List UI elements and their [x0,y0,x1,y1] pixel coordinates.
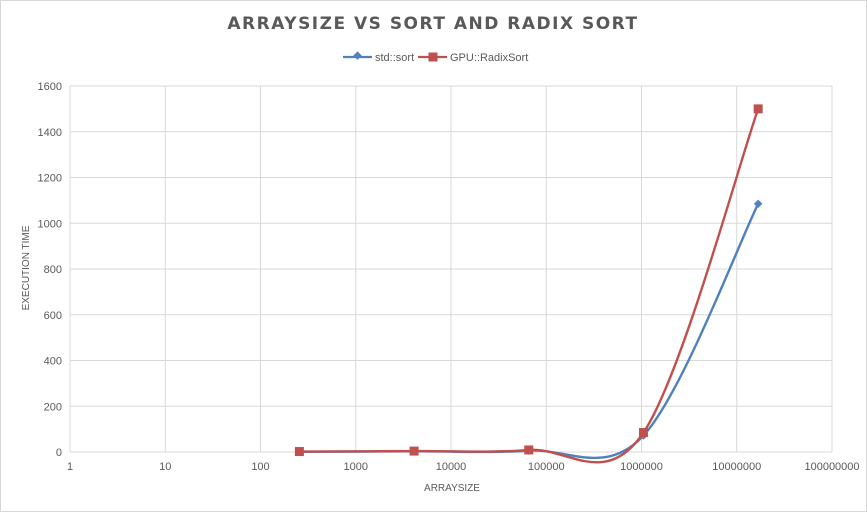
x-tick-label: 10000 [436,461,467,473]
data-point-std-sort [753,199,763,209]
legend-marker-std-sort [353,51,362,60]
y-tick-label: 600 [44,310,62,322]
legend-item-std-sort: std::sort [343,51,414,64]
y-tick-label: 800 [44,264,62,276]
x-gridlines [69,86,833,452]
x-tick-label: 1 [67,461,73,473]
y-tick-label: 1400 [38,127,62,139]
y-axis-label: EXECUTION TIME [21,225,32,310]
x-tick-label: 100000000 [804,461,859,473]
data-point-gpu-radixsort [409,446,419,456]
y-tick-label: 200 [44,401,62,413]
y-tick-labels: 0 200 400 600 800 1000 1200 1400 1600 [38,81,62,459]
y-tick-label: 1600 [38,81,62,93]
legend-label-std-sort: std::sort [375,52,414,64]
series-line-gpu-radixsort [299,108,760,464]
y-tick-label: 1000 [38,218,62,230]
x-tick-label: 10 [159,461,171,473]
series-line-std-sort [299,203,760,460]
x-tick-label: 100 [251,461,269,473]
x-tick-label: 1000000 [620,461,663,473]
legend: std::sort GPU::RadixSort [343,51,528,64]
series-group [294,104,763,464]
x-tick-labels: 1 10 100 1000 10000 100000 1000000 10000000 1000… [67,461,860,473]
y-tick-label: 0 [56,447,62,459]
chart-title: ARRAYSIZE VS SORT AND RADIX SORT [227,14,638,34]
data-point-gpu-radixsort [524,445,534,455]
x-tick-label: 1000 [344,461,368,473]
x-tick-label: 10000000 [712,461,761,473]
legend-label-gpu-radixsort: GPU::RadixSort [450,52,528,64]
data-point-gpu-radixsort [753,104,763,114]
legend-marker-gpu-radixsort [428,52,438,62]
x-tick-label: 100000 [528,461,565,473]
x-axis-label: ARRAYSIZE [424,483,480,494]
y-tick-label: 1200 [38,173,62,185]
data-point-gpu-radixsort [638,428,648,438]
data-point-gpu-radixsort [294,447,304,457]
legend-item-gpu-radixsort: GPU::RadixSort [418,52,528,64]
y-tick-label: 400 [44,356,62,368]
